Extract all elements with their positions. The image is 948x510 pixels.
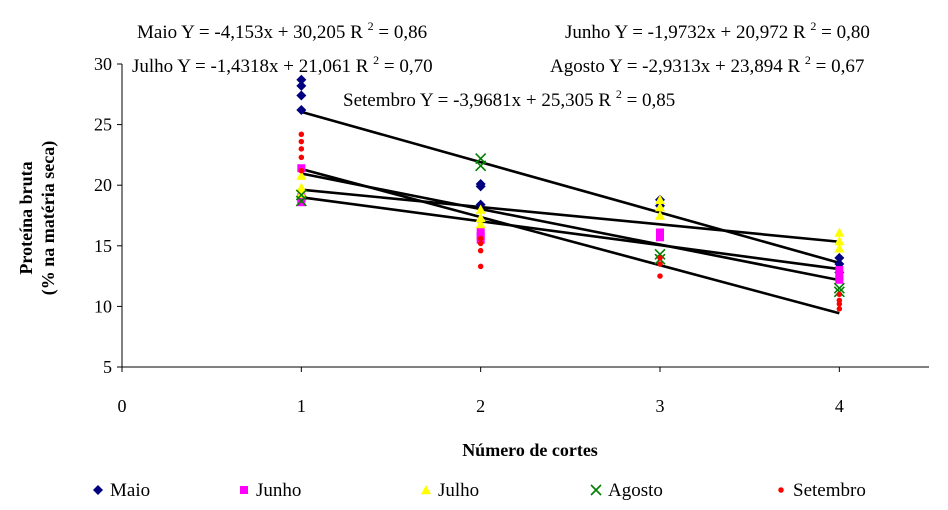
y-tick-label: 20: [94, 175, 112, 195]
data-point: [835, 266, 844, 275]
x-tick-label: 1: [297, 396, 306, 416]
trendline: [301, 196, 840, 271]
x-tick-label: 3: [656, 396, 665, 416]
data-point: [296, 105, 307, 116]
trendline: [301, 188, 840, 244]
legend-label: Junho: [256, 480, 301, 501]
legend-label: Setembro: [793, 480, 866, 501]
data-point: [298, 138, 305, 145]
legend-marker: [590, 484, 602, 496]
x-tick-label: 0: [118, 396, 127, 416]
trendline: [301, 172, 840, 282]
x-tick-label: 4: [835, 396, 844, 416]
y-tick-label: 10: [94, 296, 112, 316]
regression-equation: Setembro Y = -3,9681x + 25,305 R 2 = 0,8…: [343, 87, 675, 111]
data-point: [477, 235, 484, 242]
y-tick-label: 5: [103, 357, 112, 377]
data-point: [657, 255, 663, 261]
data-point: [655, 202, 665, 212]
data-point: [835, 275, 844, 284]
data-point: [298, 154, 305, 161]
legend-label: Julho: [438, 480, 479, 501]
axes: 5 10 15 20 25 30 0 1 2 3 4: [94, 54, 929, 416]
data-point: [834, 227, 845, 237]
data-point: [297, 198, 306, 207]
data-point: [834, 252, 845, 263]
data-point: [477, 247, 484, 254]
data-point: [657, 273, 663, 279]
regression-equation: Julho Y = -1,4318x + 21,061 R 2 = 0,70: [132, 53, 433, 77]
data-point: [296, 80, 307, 91]
regression-equation: Agosto Y = -2,9313x + 23,894 R 2 = 0,67: [550, 53, 864, 77]
legend: Maio Junho Julho Agosto Setembro: [93, 480, 866, 501]
data-point: [477, 263, 484, 270]
data-point: [295, 195, 307, 207]
trendline: [300, 167, 840, 315]
data-point: [296, 182, 307, 192]
data-point: [836, 291, 843, 298]
data-point: [655, 210, 665, 220]
legend-marker: [421, 485, 431, 495]
data-point: [296, 90, 307, 101]
x-axis-label: Número de cortes: [462, 440, 598, 460]
trendlines: [300, 110, 840, 315]
regression-equation: Junho Y = -1,9732x + 20,972 R 2 = 0,80: [565, 19, 870, 43]
regression-equations: Maio Y = -4,153x + 30,205 R 2 = 0,86 Junh…: [132, 19, 870, 111]
data-point: [296, 188, 307, 198]
data-point: [656, 228, 664, 237]
regression-equation: Maio Y = -4,153x + 30,205 R 2 = 0,86: [137, 19, 427, 43]
y-tick-label: 15: [94, 236, 112, 256]
y-axis-label-line1: Proteína bruta: [16, 161, 36, 274]
data-point: [475, 181, 486, 192]
data-point: [655, 194, 665, 204]
trendline: [300, 110, 840, 265]
data-point: [298, 146, 305, 152]
x-tick-label: 2: [476, 396, 485, 416]
data-point: [475, 160, 487, 172]
legend-label: Maio: [110, 480, 150, 501]
data-point: [298, 131, 305, 138]
data-point: [477, 240, 484, 247]
data-point: [475, 218, 486, 229]
data-point: [475, 212, 486, 223]
data-point: [298, 167, 305, 174]
y-tick-label: 30: [94, 54, 112, 74]
data-point: [833, 282, 845, 294]
data-point: [657, 261, 663, 267]
y-tick-label: 25: [94, 115, 112, 135]
data-point: [834, 235, 845, 246]
data-point: [296, 170, 307, 180]
data-point: [834, 243, 845, 253]
legend-marker: [93, 485, 103, 495]
data-point: [656, 233, 664, 242]
legend-marker: [240, 486, 248, 494]
data-point: [836, 301, 843, 307]
y-axis-label-line2: (% na matéria seca): [38, 141, 59, 295]
data-point: [836, 306, 843, 312]
data-point: [654, 248, 666, 260]
data-point: [475, 204, 486, 214]
data-points: [295, 74, 845, 312]
legend-label: Agosto: [608, 480, 663, 501]
data-point: [296, 74, 307, 85]
data-point: [476, 227, 485, 236]
legend-marker: [778, 487, 784, 493]
